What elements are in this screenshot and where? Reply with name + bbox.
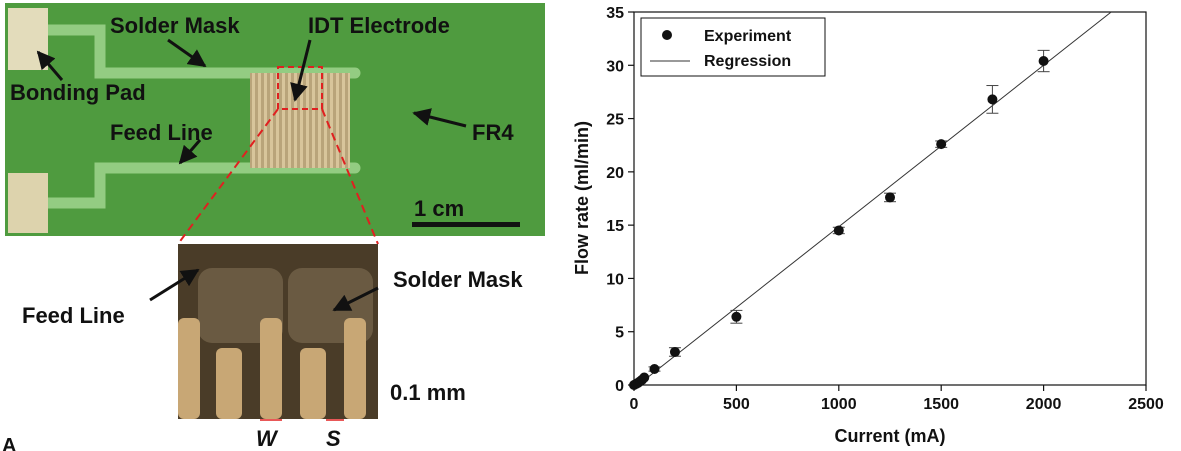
regression-line [637,11,1112,386]
arrow-solder-mask [167,38,207,68]
arrow-fr4 [412,108,467,128]
arrow-micro-feed-line [149,268,200,302]
data-point [731,311,742,322]
data-point [936,139,947,150]
label-solder-mask: Solder Mask [110,13,240,38]
pcb-photo: Solder Mask IDT Electrode Bonding Pad Fe… [5,3,545,236]
x-tick-label: 2500 [1128,396,1164,413]
arrow-micro-solder-mask [332,286,379,312]
plot-frame [633,11,1147,386]
data-point [639,372,650,383]
legend-experiment-marker [662,30,672,40]
x-axis-label: Current (mA) [835,426,946,446]
idt-electrode [250,73,350,168]
y-tick-label: 20 [606,165,624,182]
x-tick-label: 500 [723,396,750,413]
y-tick-label: 0 [615,378,624,395]
legend-experiment-label: Experiment [704,28,792,45]
data-point [1038,56,1049,67]
y-tick-label: 25 [606,112,624,129]
label-photo-scale: 1 cm [414,196,464,221]
legend-box [640,17,826,77]
zoom-guide-left [177,108,279,245]
y-tick-label: 30 [606,58,624,75]
finger [344,318,366,419]
x-tick-label: 0 [630,396,639,413]
label-micro-scale: 0.1 mm [390,380,466,405]
label-micro-solder-mask: Solder Mask [393,267,523,292]
x-tick-label: 1500 [923,396,959,413]
legend: Experiment Regression [640,17,826,77]
flow-rate-chart: 0 5 10 15 20 25 30 35 0 500 1000 1500 2000 2500 Curr… [572,5,1164,446]
chart-series [629,11,1112,390]
top-bonding-pad [8,8,48,70]
data-point [987,94,998,105]
data-point [669,346,680,357]
x-tick-label: 2000 [1026,396,1062,413]
y-tick-label: 35 [606,5,624,22]
label-w: W [256,426,279,451]
label-fr4: FR4 [472,120,514,145]
x-axis-ticks: 0 500 1000 1500 2000 2500 [630,385,1164,413]
finger [260,318,282,419]
idt-zoom-box [277,66,323,110]
finger [300,348,326,419]
panel-letter: A [2,435,16,451]
label-feed-line: Feed Line [110,120,213,145]
top-feed-line [42,24,361,79]
microscope-image: Feed Line Solder Mask 0.1 mm W S [22,244,523,451]
zoom-guide-right [321,108,379,245]
arrow-feed-line [178,139,202,165]
data-point [649,364,660,375]
bottom-feed-line [42,162,361,209]
y-tick-label: 15 [606,218,624,235]
finger [216,348,242,419]
y-axis-label: Flow rate (ml/min) [572,121,592,275]
photo-scale-bar [412,222,520,227]
arrow-idt [290,39,312,102]
data-point [885,192,895,203]
label-idt-electrode: IDT Electrode [308,13,450,38]
finger [178,318,200,419]
label-micro-feed-line: Feed Line [22,303,125,328]
bottom-bonding-pad [8,173,48,233]
legend-regression-label: Regression [704,53,791,70]
data-point [833,225,844,236]
y-tick-label: 5 [615,325,624,342]
arrow-bonding-pad [36,50,64,81]
label-bonding-pad: Bonding Pad [10,80,146,105]
x-tick-label: 1000 [821,396,857,413]
y-axis-ticks: 0 5 10 15 20 25 30 35 [606,5,634,395]
y-tick-label: 10 [606,271,624,288]
label-s: S [326,426,341,451]
